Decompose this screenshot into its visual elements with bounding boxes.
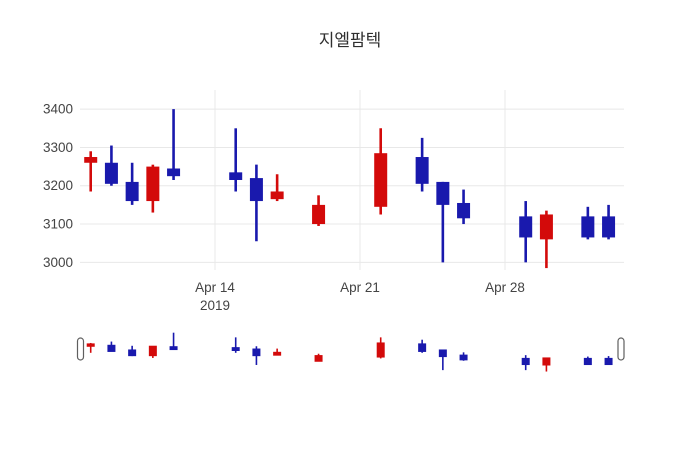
candle-body [229,172,243,180]
candle-body [167,168,181,177]
chart-title: 지엘팜텍 [318,31,382,50]
candle-body [581,216,595,238]
candle-body [249,178,263,202]
candle-body [104,162,118,184]
rangeslider-grabber-right[interactable] [617,337,625,361]
x-tick-year-label: 2019 [200,298,230,313]
rangeslider-candle-apr-26 [459,352,468,361]
rangeslider-candle-body [252,348,261,357]
rangeslider-candle-body [542,357,551,366]
candle-may-2[interactable] [581,206,595,240]
y-tick-label: 3300 [43,140,73,155]
candle-body [84,157,98,163]
rangeslider-candle-body [604,357,613,366]
candle-body [539,214,553,240]
rangeslider-candle-apr-19 [314,353,323,362]
rangeslider-candle-may-2 [583,356,592,366]
candle-body [146,166,160,202]
rangeslider-candle-body [107,344,116,352]
rangeslider[interactable] [76,325,625,377]
rangeslider-candle-apr-25 [438,349,447,371]
candle-apr-26[interactable] [457,189,471,225]
gridlines [80,90,624,270]
candle-apr-16[interactable] [249,164,263,242]
rangeslider-candle-body [418,343,427,352]
candle-apr-9[interactable] [104,145,118,186]
candle-body [374,153,388,207]
rangeslider-candle-apr-29 [521,355,530,371]
candle-apr-22[interactable] [374,128,388,215]
candle-apr-25[interactable] [436,181,450,263]
rangeslider-candle-may-3 [604,356,613,366]
rangeslider-candle-body [148,345,157,357]
candle-apr-30[interactable] [539,210,553,269]
x-tick-label: Apr 21 [340,280,380,295]
y-tick-label: 3400 [43,102,73,117]
candle-body [312,204,326,225]
rangeslider-candle-body [459,354,468,361]
rangeslider-candle-body [231,347,240,351]
candle-apr-8[interactable] [84,151,98,192]
candle-apr-15[interactable] [229,128,243,192]
rangeslider-candle-apr-24 [418,339,427,353]
candle-apr-24[interactable] [415,137,429,192]
x-tick-label: Apr 28 [485,280,525,295]
x-axis-tick-labels: Apr 14 2019 Apr 21 Apr 28 [195,280,525,313]
candle-body [457,202,471,219]
candle-body [415,157,429,184]
rangeslider-candle-apr-10 [128,345,137,357]
candle-apr-29[interactable] [519,201,533,263]
candle-body [519,216,533,238]
candles [84,109,616,269]
rangeslider-candle-body [273,351,282,356]
y-tick-label: 3200 [43,178,73,193]
rangeslider-candle-body [438,349,447,358]
rangeslider-candle-apr-16 [252,346,261,365]
candle-body [602,216,616,238]
candle-apr-17[interactable] [270,174,284,202]
candle-may-3[interactable] [602,204,616,240]
rangeslider-candle-apr-11 [148,345,157,358]
candle-apr-19[interactable] [312,195,326,226]
rangeslider-candle-body [86,343,95,347]
candle-body [436,181,450,205]
rangeslider-track[interactable] [80,325,624,377]
rangeslider-candle-body [521,357,530,366]
rangeslider-candle-apr-30 [542,357,551,372]
candle-body [125,181,139,202]
rangeslider-candle-apr-17 [273,348,282,356]
candle-apr-12[interactable] [167,109,181,180]
y-axis-tick-labels: 3400 3300 3200 3100 3000 [43,102,73,270]
y-tick-label: 3000 [43,255,73,270]
rangeslider-candle-body [376,342,385,358]
candle-apr-10[interactable] [125,162,139,205]
rangeslider-candle-body [314,355,323,362]
rangeslider-candle-body [583,357,592,366]
rangeslider-candle-apr-22 [376,337,385,359]
rangeslider-candle-apr-9 [107,341,116,352]
rangeslider-candle-apr-12 [169,332,178,351]
candle-body [270,191,284,200]
rangeslider-grabber-left[interactable] [76,337,85,361]
rangeslider-candle-apr-8 [86,342,95,353]
rangeslider-candle-body [169,346,178,351]
x-tick-label: Apr 14 [195,280,235,295]
y-tick-label: 3100 [43,217,73,232]
candle-apr-11[interactable] [146,164,160,213]
rangeslider-candle-apr-15 [231,337,240,353]
rangeslider-candle-body [128,349,137,357]
main-plot-area[interactable] [80,90,624,270]
